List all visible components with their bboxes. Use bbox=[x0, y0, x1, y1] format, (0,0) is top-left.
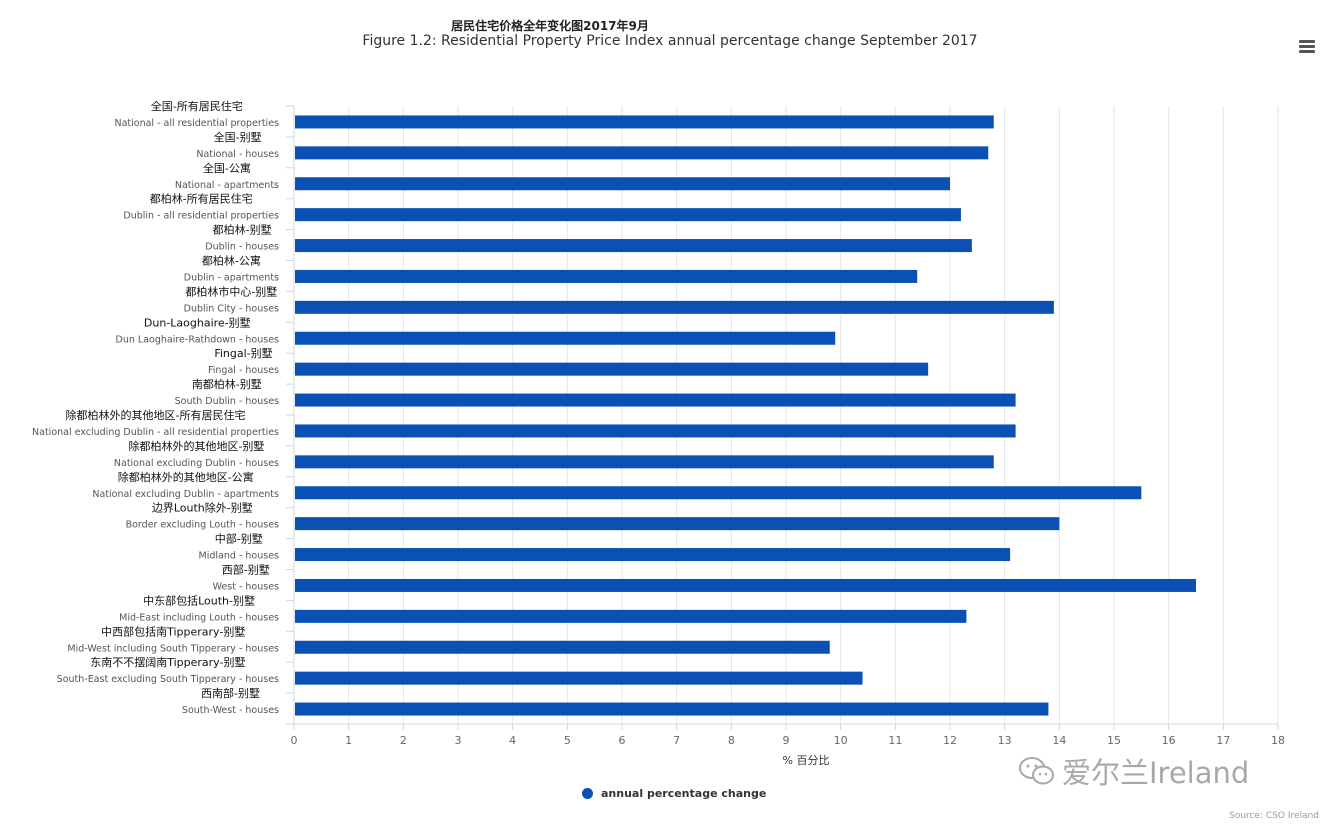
x-tick-label: 15 bbox=[1107, 734, 1121, 747]
source-credit[interactable]: Source: CSO Ireland bbox=[1229, 811, 1319, 821]
category-label-chinese: 东南不不摆阔南Tipperary-别墅 bbox=[90, 655, 245, 669]
bar bbox=[295, 455, 994, 469]
x-tick-label: 18 bbox=[1271, 734, 1285, 747]
bar bbox=[295, 517, 1060, 531]
legend-label: annual percentage change bbox=[601, 787, 767, 800]
x-tick-label: 8 bbox=[728, 734, 735, 747]
category-label: National excluding Dublin - apartments bbox=[92, 489, 279, 500]
legend-dot-icon bbox=[582, 788, 593, 799]
x-tick-label: 10 bbox=[834, 734, 848, 747]
category-label-chinese: 中西部包括南Tipperary-别墅 bbox=[101, 624, 245, 638]
category-label: West - houses bbox=[213, 581, 279, 592]
category-label: National excluding Dublin - houses bbox=[114, 458, 279, 469]
category-label-chinese: 边界Louth除外-别墅 bbox=[152, 501, 253, 515]
category-label-chinese: 除都柏林外的其他地区-别墅 bbox=[128, 439, 264, 453]
hamburger-menu-icon[interactable] bbox=[1299, 40, 1315, 54]
chart-title-chinese: 居民住宅价格全年变化图2017年9月 bbox=[451, 19, 649, 33]
category-label: Border excluding Louth - houses bbox=[126, 520, 279, 531]
x-tick-label: 9 bbox=[783, 734, 790, 747]
bar bbox=[295, 177, 950, 191]
bar bbox=[295, 362, 929, 376]
category-label: Dun Laoghaire-Rathdown - houses bbox=[116, 334, 279, 345]
bar bbox=[295, 331, 836, 345]
category-label-chinese: 都柏林-所有居民住宅 bbox=[150, 192, 253, 206]
category-label: National - houses bbox=[196, 149, 279, 160]
bar bbox=[295, 115, 994, 129]
category-label: National - all residential properties bbox=[114, 118, 279, 129]
bar bbox=[295, 548, 1011, 562]
bar bbox=[295, 208, 961, 222]
bar bbox=[295, 609, 967, 623]
legend-item[interactable]: annual percentage change bbox=[582, 787, 766, 800]
bar bbox=[295, 239, 972, 253]
category-label-chinese: 全国-别墅 bbox=[214, 130, 262, 144]
category-label-chinese: 除都柏林外的其他地区-所有居民住宅 bbox=[66, 408, 246, 422]
x-tick-label: 3 bbox=[455, 734, 462, 747]
bar bbox=[295, 300, 1054, 314]
x-tick-label: 13 bbox=[998, 734, 1012, 747]
bar bbox=[295, 424, 1016, 438]
category-label: Dublin - houses bbox=[205, 242, 279, 253]
category-label-chinese: 全国-所有居民住宅 bbox=[151, 99, 243, 113]
x-tick-label: 12 bbox=[943, 734, 957, 747]
category-label-chinese: 都柏林市中心-别墅 bbox=[185, 284, 277, 298]
wechat-icon bbox=[1019, 757, 1054, 785]
category-label-chinese: 中部-别墅 bbox=[215, 532, 263, 546]
chart-title: Figure 1.2: Residential Property Price I… bbox=[362, 33, 978, 49]
x-tick-label: 16 bbox=[1162, 734, 1176, 747]
bar bbox=[295, 146, 989, 160]
category-label-chinese: 南都柏林-别墅 bbox=[192, 377, 262, 391]
category-label: Mid-West including South Tipperary - hou… bbox=[67, 643, 279, 654]
category-label: Mid-East including Louth - houses bbox=[119, 612, 279, 623]
x-tick-label: 14 bbox=[1052, 734, 1066, 747]
watermark-text: 爱尔兰Ireland bbox=[1062, 756, 1250, 790]
category-label: South Dublin - houses bbox=[175, 396, 279, 407]
category-label: Dublin City - houses bbox=[184, 303, 279, 314]
watermark: 爱尔兰Ireland bbox=[1018, 750, 1249, 792]
category-label-chinese: 都柏林-公寓 bbox=[202, 253, 261, 267]
category-label-chinese: 全国-公寓 bbox=[203, 161, 251, 175]
category-label-chinese: Dun-Laoghaire-别墅 bbox=[144, 316, 251, 329]
category-label-chinese: 西部-别墅 bbox=[222, 562, 270, 576]
menu-line bbox=[1299, 50, 1315, 53]
x-tick-label: 5 bbox=[564, 734, 571, 747]
category-label-chinese: Fingal-别墅 bbox=[214, 347, 272, 360]
category-label: Midland - houses bbox=[199, 551, 279, 562]
x-tick-label: 7 bbox=[673, 734, 680, 747]
bar bbox=[295, 393, 1016, 407]
x-tick-label: 4 bbox=[509, 734, 516, 747]
x-tick-label: 17 bbox=[1216, 734, 1230, 747]
category-label: Dublin - all residential properties bbox=[123, 211, 279, 222]
category-label: National excluding Dublin - all resident… bbox=[32, 427, 279, 438]
bar bbox=[295, 702, 1049, 716]
category-label: South-West - houses bbox=[182, 705, 279, 716]
bar bbox=[295, 578, 1196, 592]
category-label: South-East excluding South Tipperary - h… bbox=[57, 674, 279, 685]
bar bbox=[295, 640, 830, 654]
x-axis-title: % 百分比 bbox=[783, 754, 830, 767]
category-label-chinese: 中东部包括Louth-别墅 bbox=[143, 593, 255, 607]
category-label-chinese: 西南部-别墅 bbox=[201, 686, 260, 700]
category-label-chinese: 都柏林-别墅 bbox=[213, 223, 272, 237]
x-tick-label: 6 bbox=[619, 734, 626, 747]
category-label: Fingal - houses bbox=[208, 365, 279, 376]
x-tick-label: 0 bbox=[291, 734, 298, 747]
bar bbox=[295, 269, 918, 283]
bar bbox=[295, 486, 1142, 500]
bar bbox=[295, 671, 863, 685]
menu-line bbox=[1299, 45, 1315, 48]
category-label: Dublin - apartments bbox=[184, 272, 279, 283]
x-tick-label: 1 bbox=[345, 734, 352, 747]
menu-line bbox=[1299, 40, 1315, 43]
category-label-chinese: 除都柏林外的其他地区-公寓 bbox=[118, 470, 254, 484]
x-tick-label: 11 bbox=[888, 734, 902, 747]
x-tick-label: 2 bbox=[400, 734, 407, 747]
category-label: National - apartments bbox=[175, 180, 279, 191]
